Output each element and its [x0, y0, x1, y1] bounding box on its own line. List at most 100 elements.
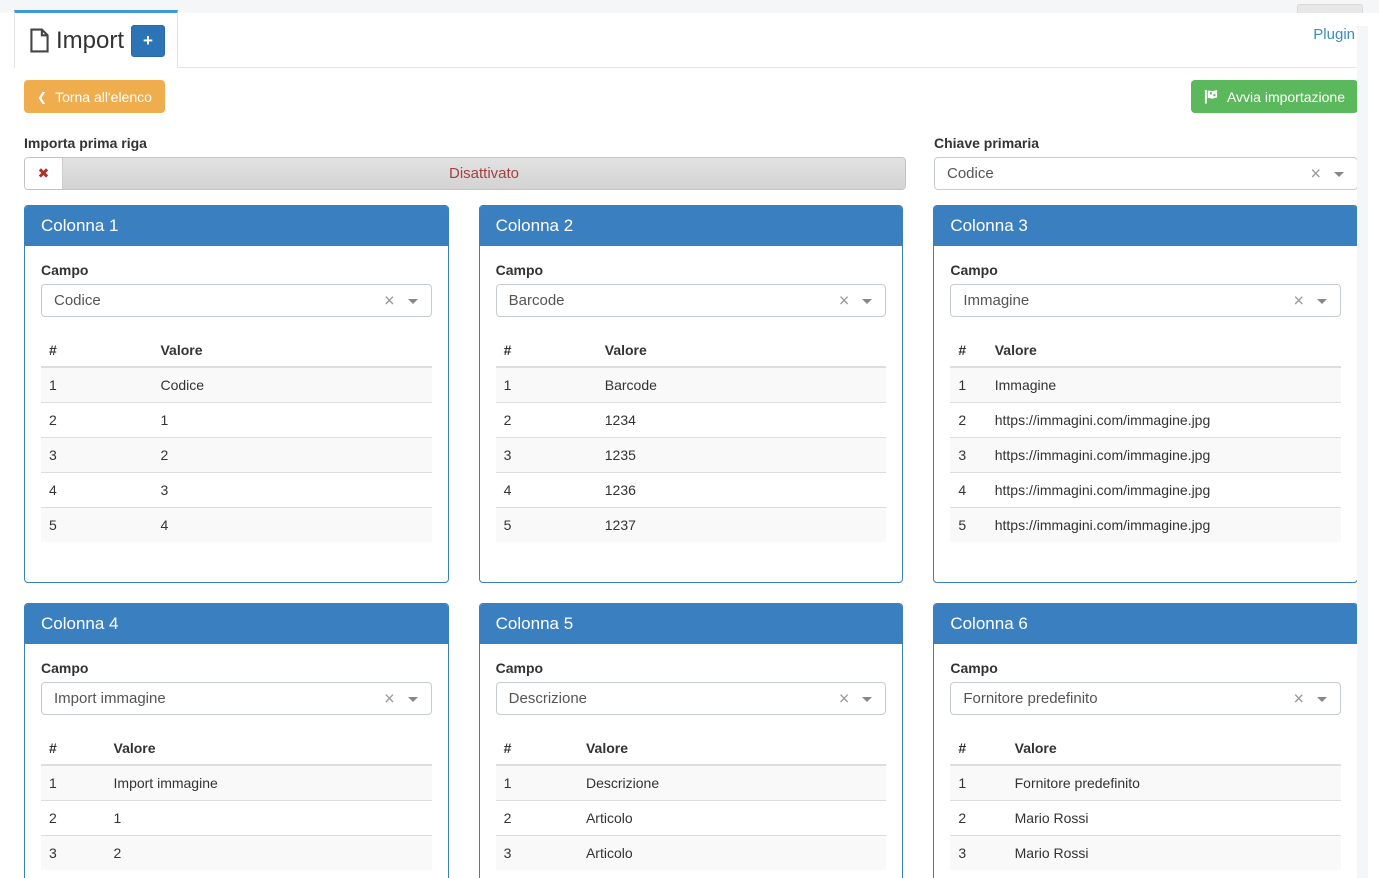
row-value-cell: 1234 [596, 402, 887, 438]
x-clear-icon[interactable]: × [384, 687, 395, 708]
column-cards-grid: Colonna 1 Campo Codice × # Valore 1 Codic… [24, 205, 1358, 878]
table-row: 1 Descrizione [495, 764, 887, 801]
row-value-cell: https://immagini.com/immagine.jpg [986, 402, 1341, 438]
row-value-cell: Mario Rossi [1006, 835, 1341, 870]
first-row-label: Importa prima riga [24, 135, 147, 151]
page-top-strip [0, 0, 1379, 13]
add-import-button[interactable]: + [131, 24, 166, 57]
row-index-cell: 5 [950, 507, 987, 542]
index-column-header: # [41, 732, 106, 766]
table-row: 2 Mario Rossi [950, 800, 1341, 836]
chevron-down-icon [1316, 696, 1327, 702]
row-index-cell: 3 [495, 437, 597, 473]
row-value-cell: Articolo [577, 800, 887, 836]
row-value-cell: Descrizione [577, 764, 887, 801]
back-to-list-button[interactable]: ❮ Torna all'elenco [24, 80, 165, 113]
row-value-cell: https://immagini.com/immagine.jpg [986, 437, 1341, 473]
table-row: 5 1237 [495, 507, 887, 542]
x-clear-icon[interactable]: × [1310, 162, 1321, 183]
table-header-row: # Valore [41, 334, 432, 368]
x-clear-icon[interactable]: × [384, 289, 395, 310]
field-select-value: Fornitore predefinito [963, 690, 1098, 707]
row-value-cell: https://immagini.com/immagine.jpg [986, 507, 1341, 542]
field-select-value: Barcode [508, 292, 565, 309]
x-clear-icon[interactable]: × [838, 687, 850, 708]
first-row-toggle[interactable]: ✖ Disattivato [24, 157, 906, 190]
row-index-cell: 3 [41, 437, 153, 473]
values-table: # Valore 1 Immagine 2 https://immagini.com/… [950, 334, 1341, 542]
field-select[interactable]: Immagine × [950, 284, 1341, 317]
column-card-title: Colonna 4 [25, 604, 448, 644]
table-row: 1 Fornitore predefinito [950, 764, 1341, 801]
row-value-cell: 2 [152, 437, 432, 473]
row-value-cell: Articolo [577, 835, 887, 870]
field-select-value: Codice [54, 292, 101, 309]
table-row: 1 Import immagine [41, 764, 432, 801]
row-index-cell: 5 [41, 507, 153, 542]
column-card-body: Campo Barcode × # Valore 1 Barcode 2 1234 3 1… [480, 246, 903, 558]
row-value-cell: Import immagine [105, 764, 432, 801]
index-column-header: # [950, 334, 987, 368]
table-row: 4 1236 [495, 472, 887, 508]
primary-key-select[interactable]: Codice × [934, 157, 1358, 190]
toggle-handle[interactable]: ✖ [25, 158, 63, 189]
column-card: Colonna 5 Campo Descrizione × # Valore 1… [478, 603, 904, 878]
table-header-row: # Valore [41, 732, 432, 766]
field-select[interactable]: Descrizione × [495, 682, 887, 715]
plugin-tab-peek[interactable] [1297, 4, 1363, 13]
table-row: 3 https://immagini.com/immagine.jpg [950, 437, 1341, 473]
row-index-cell: 1 [950, 764, 1007, 801]
x-clear-icon[interactable]: × [838, 289, 850, 310]
row-value-cell: 4 [152, 507, 432, 542]
table-row: 1 Barcode [495, 366, 887, 403]
row-index-cell: 1 [41, 366, 153, 403]
field-select-value: Descrizione [508, 690, 588, 707]
table-row: 3 1235 [495, 437, 887, 473]
field-select[interactable]: Barcode × [495, 284, 887, 317]
first-row-setting: Importa prima riga ✖ Disattivato [24, 135, 906, 190]
table-header-row: # Valore [950, 732, 1341, 766]
column-card: Colonna 4 Campo Import immagine × # Valo… [24, 603, 449, 878]
tab-import[interactable]: Import + [14, 10, 178, 68]
column-card: Colonna 3 Campo Immagine × # Valore 1 Imm… [933, 205, 1358, 583]
row-index-cell: 1 [41, 764, 106, 801]
row-index-cell: 2 [41, 800, 106, 836]
page-title: Import [56, 26, 125, 54]
values-table: # Valore 1 Codice 2 1 3 2 4 3 5 4 [41, 334, 432, 542]
field-select[interactable]: Codice × [41, 284, 432, 317]
column-card: Colonna 6 Campo Fornitore predefinito × … [933, 603, 1358, 878]
row-index-cell: 2 [495, 800, 578, 836]
primary-key-value: Codice [947, 165, 994, 182]
field-select-value: Import immagine [54, 690, 166, 707]
field-select[interactable]: Fornitore predefinito × [950, 682, 1341, 715]
column-card: Colonna 1 Campo Codice × # Valore 1 Codic… [24, 205, 449, 583]
table-row: 1 Immagine [950, 366, 1341, 403]
tab-bar: Import + Plugin [0, 10, 1368, 68]
value-column-header: Valore [986, 334, 1341, 368]
content-area: ❮ Torna all'elenco Avvia importazione Im… [0, 68, 1368, 878]
row-value-cell: 1 [105, 800, 432, 836]
value-column-header: Valore [105, 732, 432, 766]
row-value-cell: 1 [152, 402, 432, 438]
field-label: Campo [41, 660, 89, 676]
x-clear-icon[interactable]: × [1293, 289, 1304, 310]
row-index-cell: 1 [495, 764, 578, 801]
field-select[interactable]: Import immagine × [41, 682, 432, 715]
table-header-row: # Valore [950, 334, 1341, 368]
row-index-cell: 3 [41, 835, 106, 870]
plugin-link[interactable]: Plugin [1313, 26, 1355, 43]
row-value-cell: 2 [105, 835, 432, 870]
column-card-title: Colonna 5 [479, 604, 903, 644]
field-label: Campo [495, 262, 544, 278]
x-clear-icon[interactable]: × [1293, 687, 1304, 708]
column-card-body: Campo Immagine × # Valore 1 Immagine 2 http… [934, 246, 1357, 558]
chevron-down-icon [407, 696, 418, 702]
chevron-down-icon [862, 696, 873, 702]
index-column-header: # [41, 334, 153, 368]
field-select-value: Immagine [963, 292, 1030, 309]
start-import-button[interactable]: Avvia importazione [1190, 80, 1358, 113]
chevron-down-icon [1316, 298, 1327, 304]
chevron-left-icon: ❮ [37, 89, 48, 104]
